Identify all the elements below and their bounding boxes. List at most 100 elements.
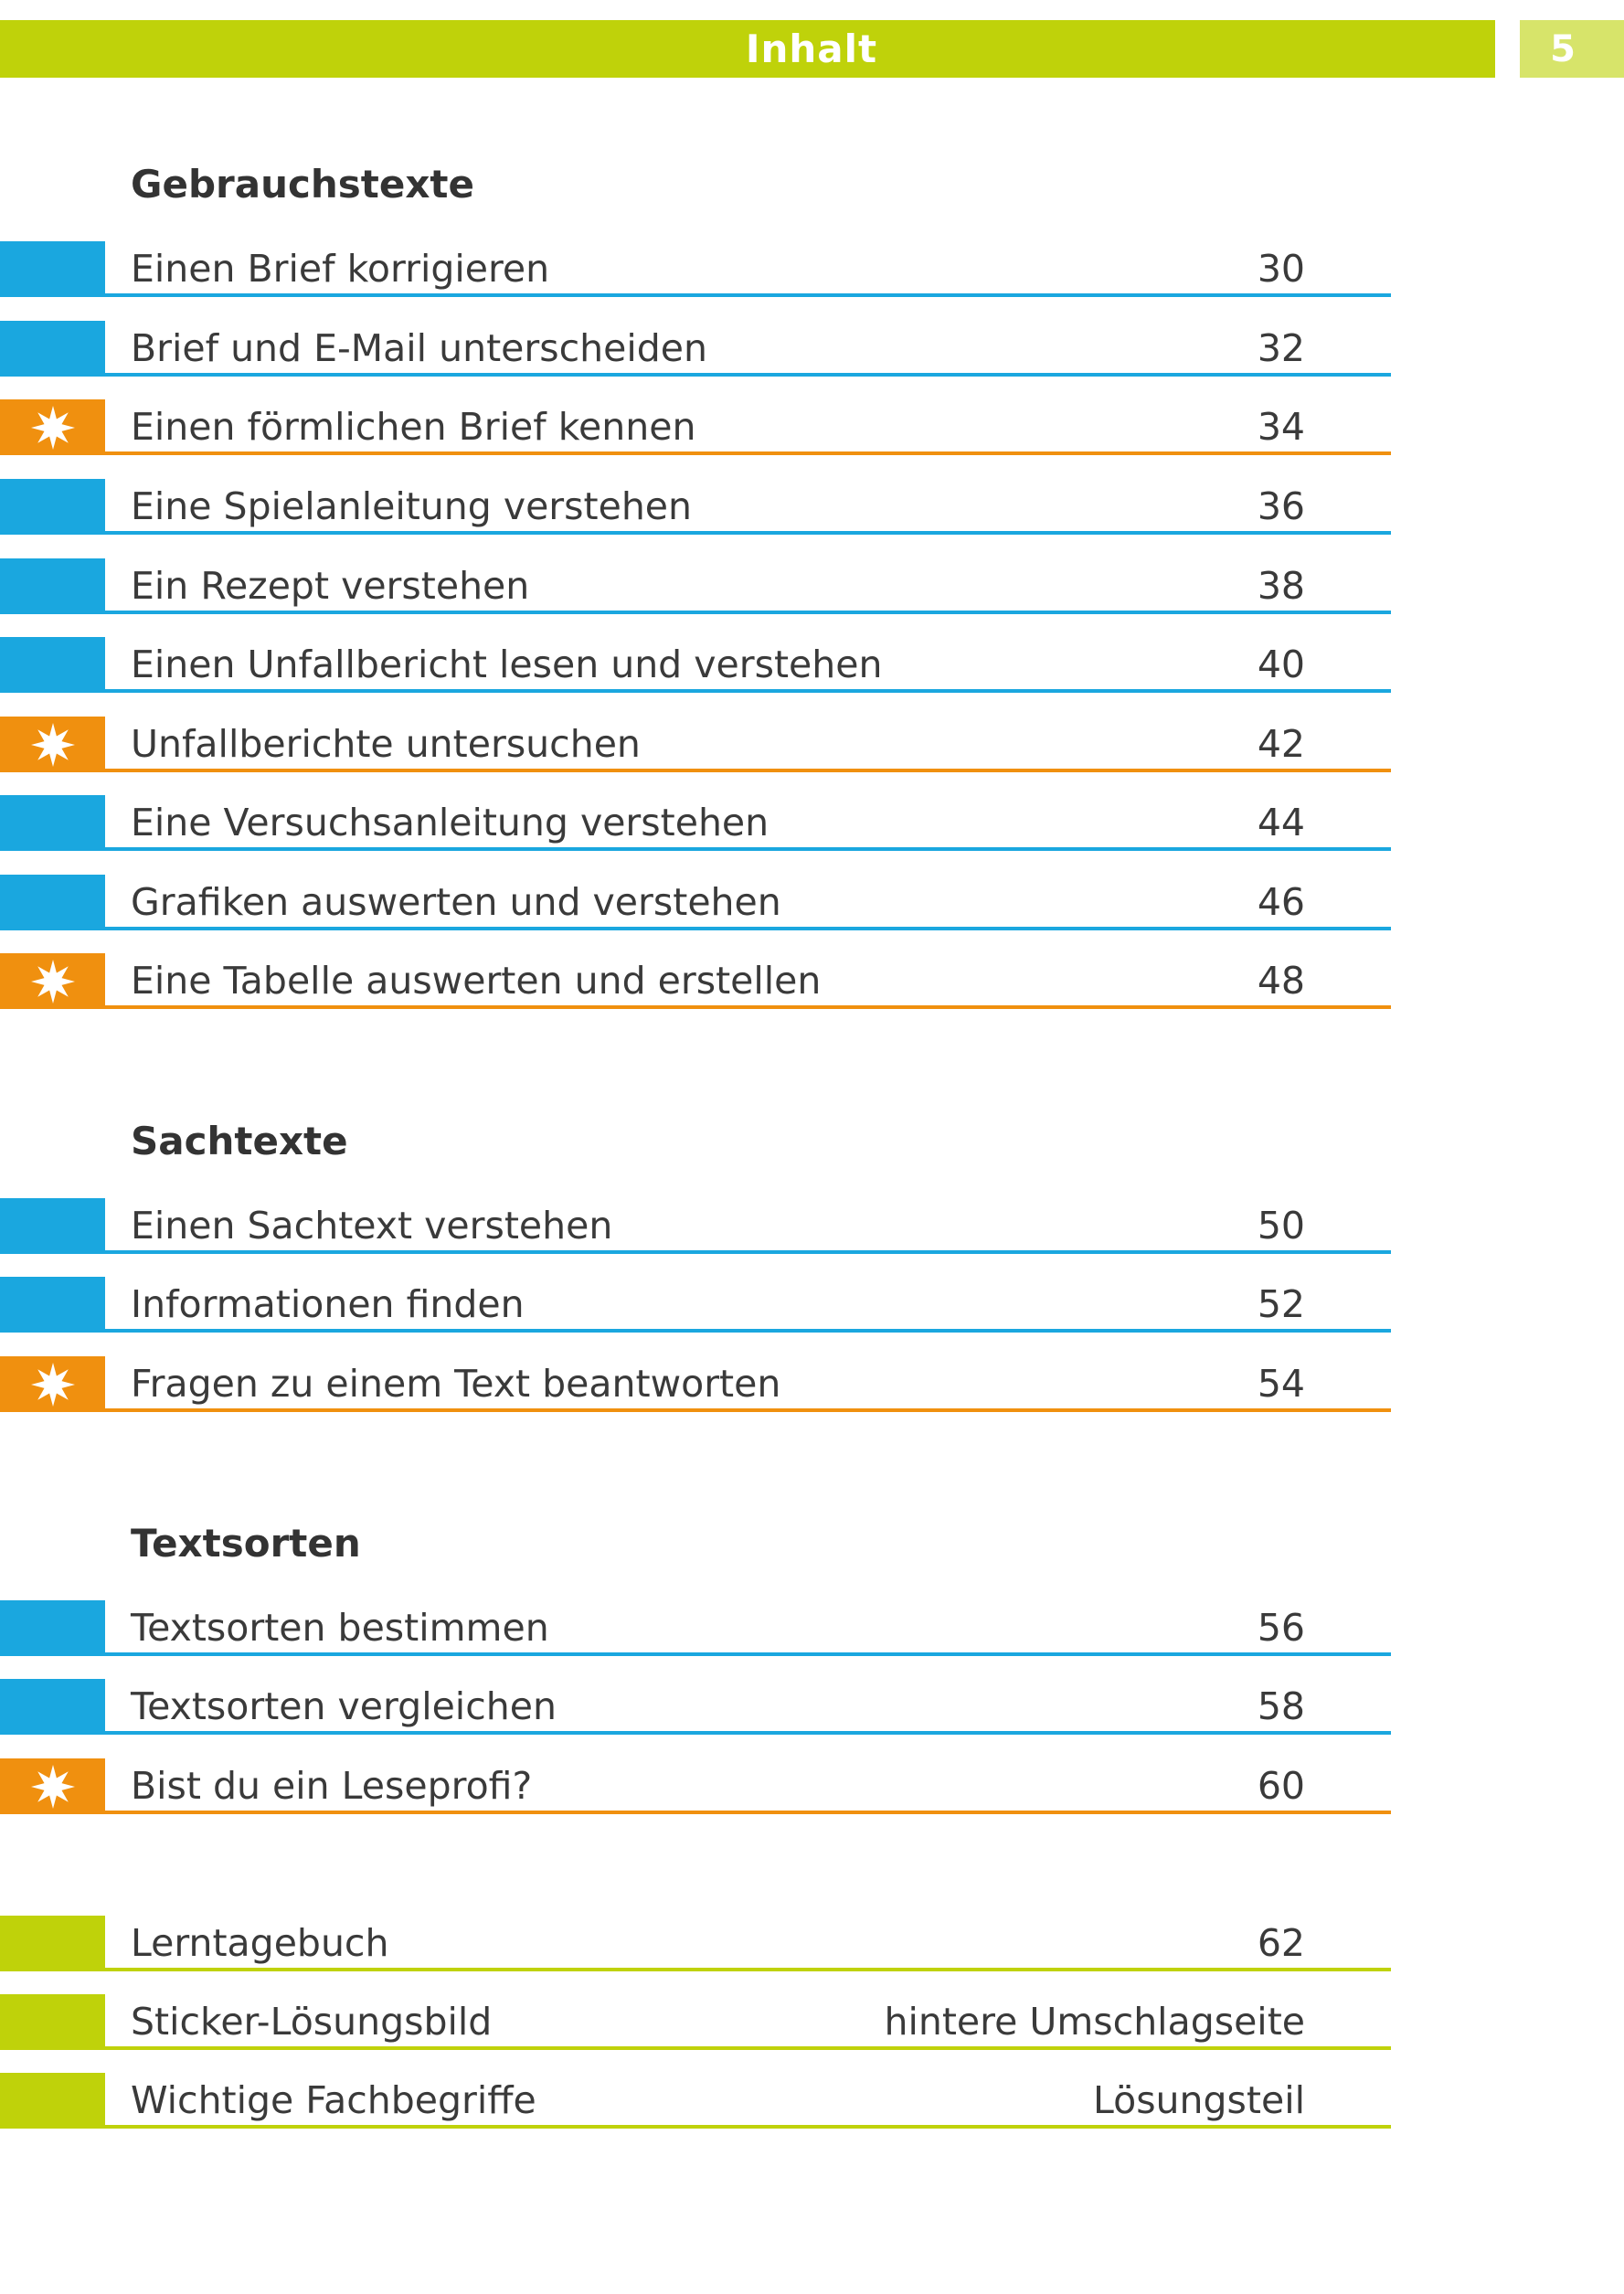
toc-row-appendix[interactable]: Wichtige Fachbegriffe Lösungsteil xyxy=(0,2073,1391,2129)
toc-label: Ein Rezept verstehen xyxy=(131,564,530,608)
toc-label: Bist du ein Leseprofi? xyxy=(131,1764,533,1808)
toc-row[interactable]: Einen Sachtext verstehen 50 xyxy=(0,1198,1391,1254)
toc-page: 44 xyxy=(1257,801,1305,844)
toc-page: 32 xyxy=(1257,326,1305,370)
toc-page: 50 xyxy=(1257,1204,1305,1248)
toc-label: Informationen finden xyxy=(131,1282,525,1326)
row-rule xyxy=(105,373,1391,377)
toc-row[interactable]: Einen Unfallbericht lesen und verstehen … xyxy=(0,637,1391,693)
toc-row[interactable]: Fragen zu einem Text beantworten 54 xyxy=(0,1356,1391,1412)
row-rule xyxy=(105,1731,1391,1735)
toc-row[interactable]: Bist du ein Leseprofi? 60 xyxy=(0,1758,1391,1814)
row-rule xyxy=(105,1652,1391,1656)
row-marker xyxy=(0,558,105,614)
row-rule xyxy=(105,2125,1391,2129)
toc-page: 38 xyxy=(1257,564,1305,608)
row-rule xyxy=(105,927,1391,930)
toc-page: 42 xyxy=(1257,722,1305,766)
toc-page: 60 xyxy=(1257,1764,1305,1808)
row-marker xyxy=(0,1600,105,1656)
row-rule xyxy=(105,293,1391,297)
toc-row[interactable]: Informationen finden 52 xyxy=(0,1277,1391,1333)
row-marker xyxy=(0,795,105,851)
toc-label: Einen Unfallbericht lesen und verstehen xyxy=(131,643,883,686)
star-icon xyxy=(30,1764,75,1809)
toc-label: Wichtige Fachbegriffe xyxy=(131,2078,536,2122)
toc-row[interactable]: Eine Tabelle auswerten und erstellen 48 xyxy=(0,953,1391,1009)
page-number-tab: 5 xyxy=(1520,20,1624,78)
toc-label: Grafiken auswerten und verstehen xyxy=(131,880,781,924)
star-icon xyxy=(30,722,75,767)
toc-page: 62 xyxy=(1257,1921,1305,1965)
page-title: Inhalt xyxy=(745,27,878,71)
section-title-sachtexte: Sachtexte xyxy=(131,1119,348,1163)
toc-label: Fragen zu einem Text beantworten xyxy=(131,1362,781,1406)
toc-page: 52 xyxy=(1257,1282,1305,1326)
toc-label: Einen Sachtext verstehen xyxy=(131,1204,613,1248)
star-icon xyxy=(30,959,75,1004)
toc-page: 46 xyxy=(1257,880,1305,924)
toc-page: 58 xyxy=(1257,1684,1305,1728)
toc-page: 54 xyxy=(1257,1362,1305,1406)
toc-label: Textsorten vergleichen xyxy=(131,1684,557,1728)
row-marker xyxy=(0,1679,105,1735)
star-icon xyxy=(30,405,75,450)
toc-row[interactable]: Eine Spielanleitung verstehen 36 xyxy=(0,479,1391,535)
row-rule xyxy=(105,847,1391,851)
row-marker xyxy=(0,1277,105,1333)
toc-row[interactable]: Unfallberichte untersuchen 42 xyxy=(0,717,1391,772)
row-rule xyxy=(105,611,1391,614)
toc-label: Unfallberichte untersuchen xyxy=(131,722,641,766)
toc-page: Lösungsteil xyxy=(1092,2078,1305,2122)
toc-row[interactable]: Eine Versuchsanleitung verstehen 44 xyxy=(0,795,1391,851)
row-marker xyxy=(0,1198,105,1254)
toc-row[interactable]: Grafiken auswerten und verstehen 46 xyxy=(0,875,1391,930)
toc-label: Brief und E-Mail unterscheiden xyxy=(131,326,707,370)
toc-label: Einen förmlichen Brief kennen xyxy=(131,405,696,449)
row-rule xyxy=(105,1968,1391,1971)
row-rule xyxy=(105,689,1391,693)
toc-row[interactable]: Einen Brief korrigieren 30 xyxy=(0,241,1391,297)
toc-label: Einen Brief korrigieren xyxy=(131,247,550,291)
toc-page: 48 xyxy=(1257,959,1305,1003)
toc-page: 40 xyxy=(1257,643,1305,686)
toc-row-appendix[interactable]: Lerntagebuch 62 xyxy=(0,1916,1391,1971)
toc-page: 56 xyxy=(1257,1606,1305,1650)
toc-row-appendix[interactable]: Sticker-Lösungsbild hintere Umschlagseit… xyxy=(0,1994,1391,2050)
row-rule xyxy=(105,2046,1391,2050)
section-title-textsorten: Textsorten xyxy=(131,1521,361,1566)
row-rule xyxy=(105,1005,1391,1009)
toc-label: Sticker-Lösungsbild xyxy=(131,2000,493,2044)
row-marker xyxy=(0,399,105,455)
row-marker xyxy=(0,875,105,930)
toc-page: hintere Umschlagseite xyxy=(884,2000,1305,2044)
row-marker xyxy=(0,953,105,1009)
row-marker xyxy=(0,479,105,535)
row-marker xyxy=(0,241,105,297)
toc-page: 36 xyxy=(1257,484,1305,528)
page-number: 5 xyxy=(1550,27,1576,70)
toc-label: Textsorten bestimmen xyxy=(131,1606,549,1650)
toc-row[interactable]: Ein Rezept verstehen 38 xyxy=(0,558,1391,614)
row-marker xyxy=(0,321,105,377)
section-title-gebrauchstexte: Gebrauchstexte xyxy=(131,162,474,207)
row-rule xyxy=(105,1250,1391,1254)
row-marker xyxy=(0,717,105,772)
row-marker xyxy=(0,1758,105,1814)
toc-row[interactable]: Textsorten vergleichen 58 xyxy=(0,1679,1391,1735)
toc-label: Lerntagebuch xyxy=(131,1921,389,1965)
row-marker xyxy=(0,1356,105,1412)
row-marker xyxy=(0,1916,105,1971)
row-marker xyxy=(0,1994,105,2050)
toc-label: Eine Tabelle auswerten und erstellen xyxy=(131,959,822,1003)
row-rule xyxy=(105,1329,1391,1333)
row-rule xyxy=(105,1408,1391,1412)
star-icon xyxy=(30,1362,75,1407)
row-rule xyxy=(105,531,1391,535)
row-marker xyxy=(0,2073,105,2129)
toc-row[interactable]: Textsorten bestimmen 56 xyxy=(0,1600,1391,1656)
toc-row[interactable]: Brief und E-Mail unterscheiden 32 xyxy=(0,321,1391,377)
toc-row[interactable]: Einen förmlichen Brief kennen 34 xyxy=(0,399,1391,455)
row-rule xyxy=(105,769,1391,772)
row-rule xyxy=(105,1811,1391,1814)
